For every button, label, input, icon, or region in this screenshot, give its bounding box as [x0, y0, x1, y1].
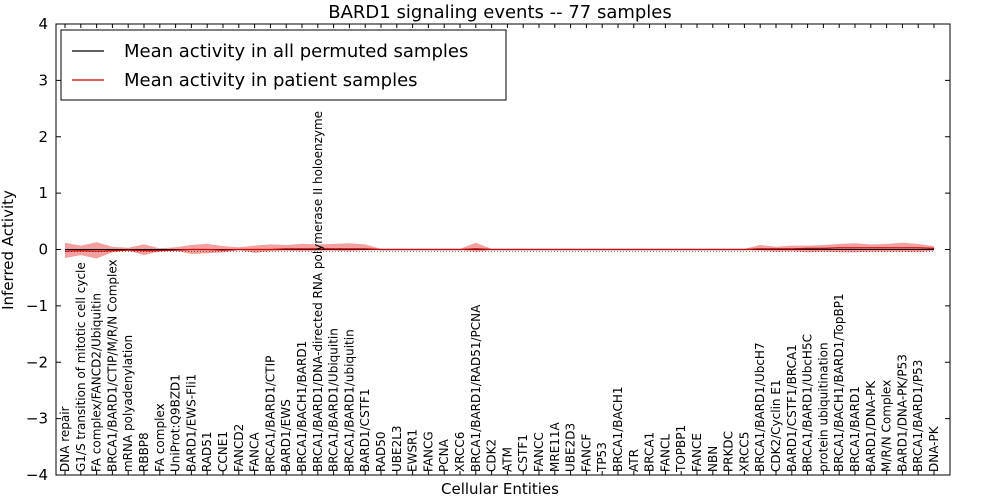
x-tick-label: FA complex/FANCD2/Ubiquitin — [90, 293, 104, 472]
x-tick-label: RBBP8 — [137, 432, 151, 472]
x-tick-label: DNA repair — [58, 406, 72, 472]
x-tick-label: FANCC — [532, 432, 546, 472]
x-tick-label: TP53 — [595, 442, 609, 473]
x-tick-label: BRCA1/BARD1/UbcH7 — [753, 342, 767, 472]
x-tick-label: CCNE1 — [216, 431, 230, 472]
x-tick-label: BRCA1/BARD1/UbcH5C — [801, 334, 815, 472]
x-tick-label: BRCA1/BARD1/Ubiquitin — [327, 328, 341, 472]
x-tick-label: CDK2/Cyclin E1 — [769, 379, 783, 472]
y-tick-label: 4 — [38, 15, 48, 33]
x-tick-label: FANCD2 — [232, 424, 246, 472]
x-tick-label: PCNA — [437, 438, 451, 472]
x-ticks — [64, 24, 935, 475]
x-tick-label: BRCA1/BACH1 — [611, 386, 625, 472]
x-tick-label: FA complex — [153, 403, 167, 472]
x-tick-label: BARD1/EWS-Fli1 — [184, 374, 198, 472]
y-tick-label: −3 — [26, 410, 48, 428]
x-tick-label: BRCA1/BARD1/DNA-directed RNA polymerase … — [311, 111, 325, 472]
legend: Mean activity in all permuted samples Me… — [60, 29, 507, 101]
x-tick-label: BRCA1 — [643, 432, 657, 472]
x-tick-label: BRCA1/BACH1/BARD1 — [295, 341, 309, 472]
x-tick-label: BARD1/DNA-PK/P53 — [895, 354, 909, 472]
x-tick-label: FANCL — [658, 434, 672, 472]
y-tick-label: −1 — [26, 297, 48, 315]
x-tick-label: CDK2 — [485, 439, 499, 472]
x-axis-label: Cellular Entities — [441, 480, 559, 498]
x-tick-label: UBE2L3 — [390, 425, 404, 472]
x-tick-label: TOPBP1 — [674, 425, 688, 473]
y-tick-label: −4 — [26, 466, 48, 484]
y-tick-label: 0 — [38, 241, 48, 259]
x-tick-label: M/R/N Complex — [880, 380, 894, 472]
y-tick-label: 3 — [38, 71, 48, 89]
x-tick-label: MRE11A — [548, 421, 562, 472]
band-patient — [65, 242, 934, 259]
y-tick-label: 2 — [38, 128, 48, 146]
y-axis-label: Inferred Activity — [0, 190, 17, 310]
x-tick-label: UBE2D3 — [564, 423, 578, 472]
x-tick-label: BRCA1/BARD1/P53 — [911, 360, 925, 472]
x-tick-label: NBN — [706, 446, 720, 472]
x-tick-label: BRCA1/BARD1/ubiquitin — [342, 329, 356, 472]
x-tick-label: BARD1/EWS — [279, 399, 293, 472]
legend-label-patient: Mean activity in patient samples — [124, 70, 418, 91]
x-tick-label: BARD1/CSTF1/BRCA1 — [785, 344, 799, 472]
line-patient — [64, 247, 935, 252]
x-tick-label: BRCA1/BACH1/BARD1/TopBP1 — [832, 293, 846, 472]
x-tick-label: mRNA polyadenylation — [121, 335, 135, 472]
x-tick-label: FANCE — [690, 433, 704, 472]
y-tick-label: 1 — [38, 184, 48, 202]
x-tick-label: BRCA1/BARD1 — [848, 386, 862, 472]
x-tick-label: G1/S transition of mitotic cell cycle — [74, 262, 88, 472]
x-tick-label: RAD50 — [374, 431, 388, 472]
x-tick-label: protein ubiquitination — [816, 342, 830, 472]
x-tick-label: BRCA1/BARD1/RAD51/PCNA — [469, 304, 483, 472]
series-lines — [64, 247, 935, 252]
x-tick-label: DNA-PK — [927, 425, 941, 472]
plot-frame — [55, 23, 951, 476]
x-tick-label: BARD1/DNA-PK — [864, 380, 878, 472]
x-tick-label: UniProt:Q9BZD1 — [169, 374, 183, 472]
x-tick-label: XRCC6 — [453, 432, 467, 472]
x-tick-label: FANCF — [579, 434, 593, 472]
confidence-bands — [65, 242, 934, 259]
x-tick-label: PRKDC — [722, 431, 736, 472]
x-tick-label: ATM — [500, 447, 514, 472]
x-tick-label: EWSR1 — [406, 429, 420, 472]
legend-label-permuted: Mean activity in all permuted samples — [124, 41, 468, 62]
x-tick-label: RAD51 — [200, 431, 214, 472]
x-tick-label: ATR — [627, 449, 641, 472]
chart-title: BARD1 signaling events -- 77 samples — [328, 2, 672, 23]
x-tick-label: BRCA1/BARD1/CTIP — [263, 356, 277, 472]
y-tick-label: −2 — [26, 353, 48, 371]
x-tick-label: BARD1/CSTF1 — [358, 388, 372, 472]
x-tick-label: XRCC5 — [737, 432, 751, 472]
x-tick-label: FANCG — [421, 431, 435, 472]
x-tick-label: CSTF1 — [516, 434, 530, 472]
legend-box — [60, 29, 507, 101]
x-tick-label: BRCA1/BARD1/CTIP/M/R/N Complex — [105, 259, 119, 472]
x-tick-labels: DNA repair G1/S transition of mitotic cel… — [58, 111, 941, 473]
x-tick-label: FANCA — [248, 432, 262, 472]
y-ticks: 4 3 2 1 0 −1 −2 −3 −4 — [26, 15, 950, 484]
